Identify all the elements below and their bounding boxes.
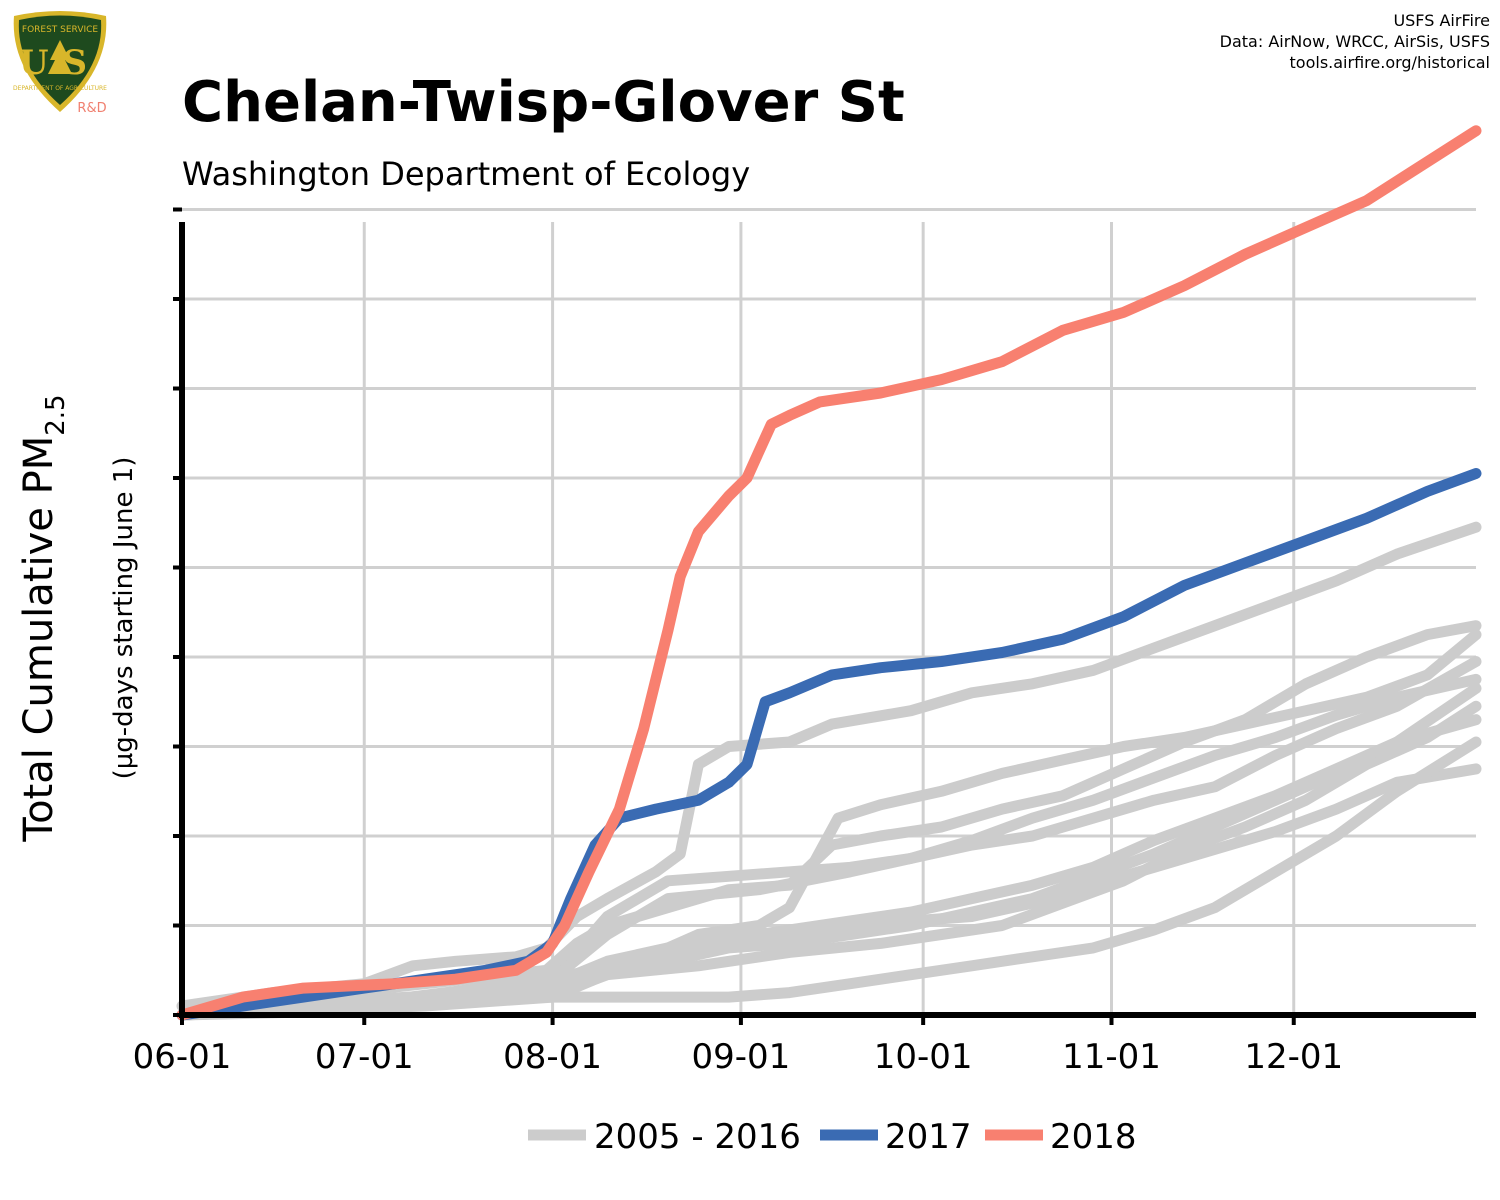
credit-line-3: tools.airfire.org/historical: [1289, 53, 1490, 72]
logo-bottom-text: DEPARTMENT OF AGRICULTURE: [13, 85, 107, 92]
axes: [173, 207, 1476, 1025]
x-tick-label: 12-01: [1244, 1037, 1343, 1077]
logo-top-text: FOREST SERVICE: [22, 25, 99, 35]
series-lines: [176, 125, 1482, 1021]
x-tick-labels: 06-01 07-01 08-01 09-01 10-01 11-01 12-01: [133, 1037, 1344, 1077]
legend-label: 2005 - 2016: [594, 1117, 801, 1157]
x-tick-label: 11-01: [1062, 1037, 1161, 1077]
series-line-historical: [176, 700, 1482, 1021]
series-line-historical: [176, 521, 1482, 1012]
x-tick-label: 10-01: [874, 1037, 973, 1077]
legend-label: 2018: [1050, 1117, 1137, 1157]
series-line-historical: [176, 656, 1482, 1021]
y-axis-units: (µg-days starting June 1): [109, 457, 139, 780]
series-line-2018: [176, 125, 1482, 1021]
usfs-logo: FOREST SERVICE US DEPARTMENT OF AGRICULT…: [13, 11, 107, 116]
x-tick-label: 06-01: [133, 1037, 232, 1077]
y-axis-label: Total Cumulative PM2.5 (µg-days starting…: [16, 394, 139, 842]
credit-block: USFS AirFire Data: AirNow, WRCC, AirSis,…: [1220, 10, 1490, 73]
x-tick-label: 07-01: [315, 1037, 414, 1077]
credit-line-2: Data: AirNow, WRCC, AirSis, USFS: [1219, 32, 1490, 51]
chart-subtitle: Washington Department of Ecology: [182, 155, 751, 193]
grid: [182, 208, 1476, 1015]
credit-line-1: USFS AirFire: [1393, 11, 1490, 30]
logo-initials: US: [19, 43, 101, 83]
logo-rd-text: R&D: [77, 101, 106, 116]
legend-label: 2017: [885, 1117, 972, 1157]
y-axis-label-subscript: 2.5: [41, 394, 71, 435]
tree-icon: [48, 40, 72, 74]
x-tick-label: 09-01: [692, 1037, 791, 1077]
series-line-historical: [176, 620, 1482, 1021]
svg-text:Total Cumulative PM2.5: Total Cumulative PM2.5: [16, 394, 71, 842]
legend: 2005 - 2016 2017 2018: [528, 1117, 1137, 1157]
x-tick-label: 08-01: [503, 1037, 602, 1077]
chart-title: Chelan-Twisp-Glover St: [182, 70, 905, 135]
y-axis-label-main: Total Cumulative PM: [16, 436, 62, 843]
